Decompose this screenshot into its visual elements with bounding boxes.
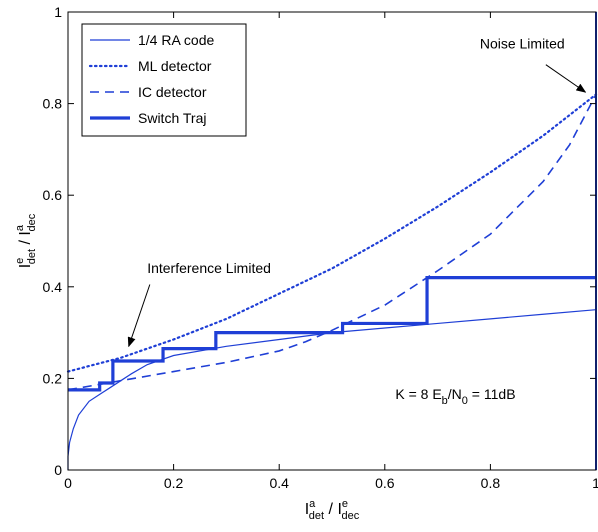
series-layer [66,12,598,470]
x-tick-label: 0.8 [481,475,501,491]
series-line-2 [66,93,598,373]
y-tick-label: 1 [54,4,62,20]
y-tick-label: 0.4 [43,279,63,295]
parameter-text: K = 8 Eb/N0 = 11dB [395,386,515,407]
legend-label: IC detector [138,84,207,100]
x-tick-label: 0.6 [375,475,395,491]
y-tick-label: 0.2 [43,370,63,386]
series-line-1 [67,309,597,470]
legend-label: ML detector [138,58,212,74]
legend: 1/4 RA code ML detector IC detector Switch … [81,23,247,137]
y-tick-label: 0 [54,462,62,478]
annotation-arrow [545,64,587,93]
axes-layer: 0 0.2 0.4 0.6 0.8 1 0 0.2 0.4 0.6 0.8 1 [43,4,598,491]
y-tick-label: 0.6 [43,187,63,203]
y-tick-label: 0.8 [43,96,63,112]
x-tick-label: 1 [592,475,598,491]
annotation-text: Noise Limited [480,36,565,52]
x-axis-label: Ia det / Ie dec [305,498,360,522]
annotation-layer: Noise Limited Interference Limited K = 8 E… [127,36,587,407]
x-tick-label: 0.2 [164,475,184,491]
annotation-text: Interference Limited [147,260,271,276]
y-axis-label-group: Iedet / Iadec [14,213,38,268]
series-line-3 [67,94,597,391]
legend-label: 1/4 RA code [138,32,214,48]
axes-frame [67,11,597,471]
label-layer: Ia det / Ie dec Iedet / Iadec [14,213,360,522]
x-tick-label: 0 [64,475,72,491]
legend-label: Switch Traj [138,110,206,126]
y-axis-label: Iedet / Iadec [14,213,38,268]
series-line-4 [68,276,596,392]
annotation-arrow [127,284,151,348]
x-tick-label: 0.4 [269,475,289,491]
